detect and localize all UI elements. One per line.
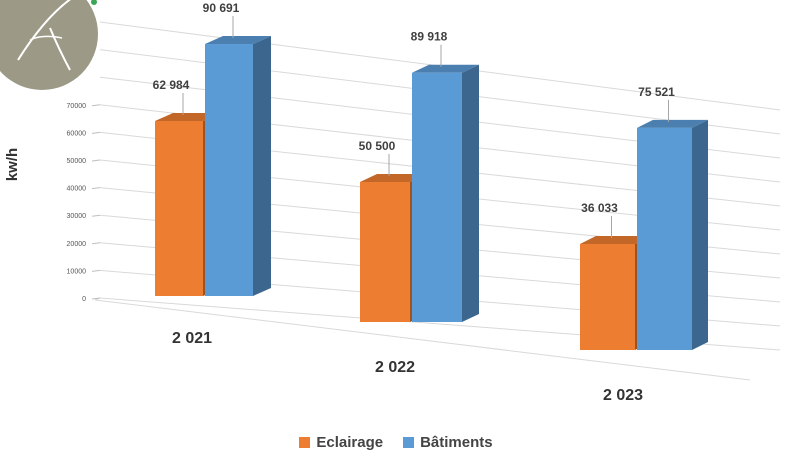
floor-front-edge [94,299,751,381]
y-tick-label: 10000 [67,268,87,275]
bar-side [462,64,479,322]
y-axis-ticks: 0 10000 20000 30000 40000 50000 60000 70000 [67,103,101,303]
bar [637,127,692,350]
watermark-logo [0,0,98,90]
y-tick-label: 50000 [67,158,87,165]
bar-top [360,174,427,182]
bars [155,36,708,350]
y-tick-label: 60000 [67,130,87,137]
category-labels: 2 021 2 022 2 023 [172,330,643,404]
data-label: 36 033 [581,201,618,215]
data-label: 50 500 [359,139,396,153]
y-tick-label: 40000 [67,186,87,193]
y-tick-mark [91,214,101,217]
bar [580,244,635,350]
bar-side [692,119,708,350]
bar-top [205,36,271,45]
data-label: 89 918 [411,30,448,44]
legend-item-batiments: Bâtiments [403,434,493,451]
legend-label-batiments: Bâtiments [420,434,493,451]
y-tick-mark [91,269,101,272]
bar-top [412,64,479,73]
y-tick-mark [91,131,101,134]
data-labels: 62 984 90 691 50 500 89 918 36 033 75 521 [153,1,675,238]
y-tick-mark [91,159,101,162]
y-axis-title: kw/h [4,147,22,182]
bar-top [580,236,651,244]
y-tick-label: 30000 [67,213,87,220]
bar-top [637,119,708,128]
bar-side [253,36,271,296]
y-tick-label: 70000 [67,103,87,110]
bar-top [155,113,221,121]
category-label: 2 021 [172,330,212,347]
legend-swatch-eclairage [299,437,311,448]
data-label: 75 521 [638,85,675,99]
legend-item-eclairage: Eclairage [299,434,383,451]
category-label: 2 022 [375,359,415,376]
legend-label-eclairage: Eclairage [316,434,384,451]
legend-swatch-batiments [403,437,415,448]
bar [155,121,203,296]
y-tick-label: 20000 [67,241,87,248]
data-label: 62 984 [153,78,190,92]
y-tick-label: 0 [82,296,86,303]
y-tick-mark [91,187,101,190]
y-tick-mark [91,242,101,245]
bar [412,72,462,322]
category-label: 2 023 [603,387,643,404]
bar [360,182,410,322]
y-tick-mark [91,104,101,107]
legend: Eclairage Bâtiments [0,434,792,451]
y-tick-mark [91,297,101,300]
data-label: 90 691 [203,1,240,15]
bar [205,44,253,297]
